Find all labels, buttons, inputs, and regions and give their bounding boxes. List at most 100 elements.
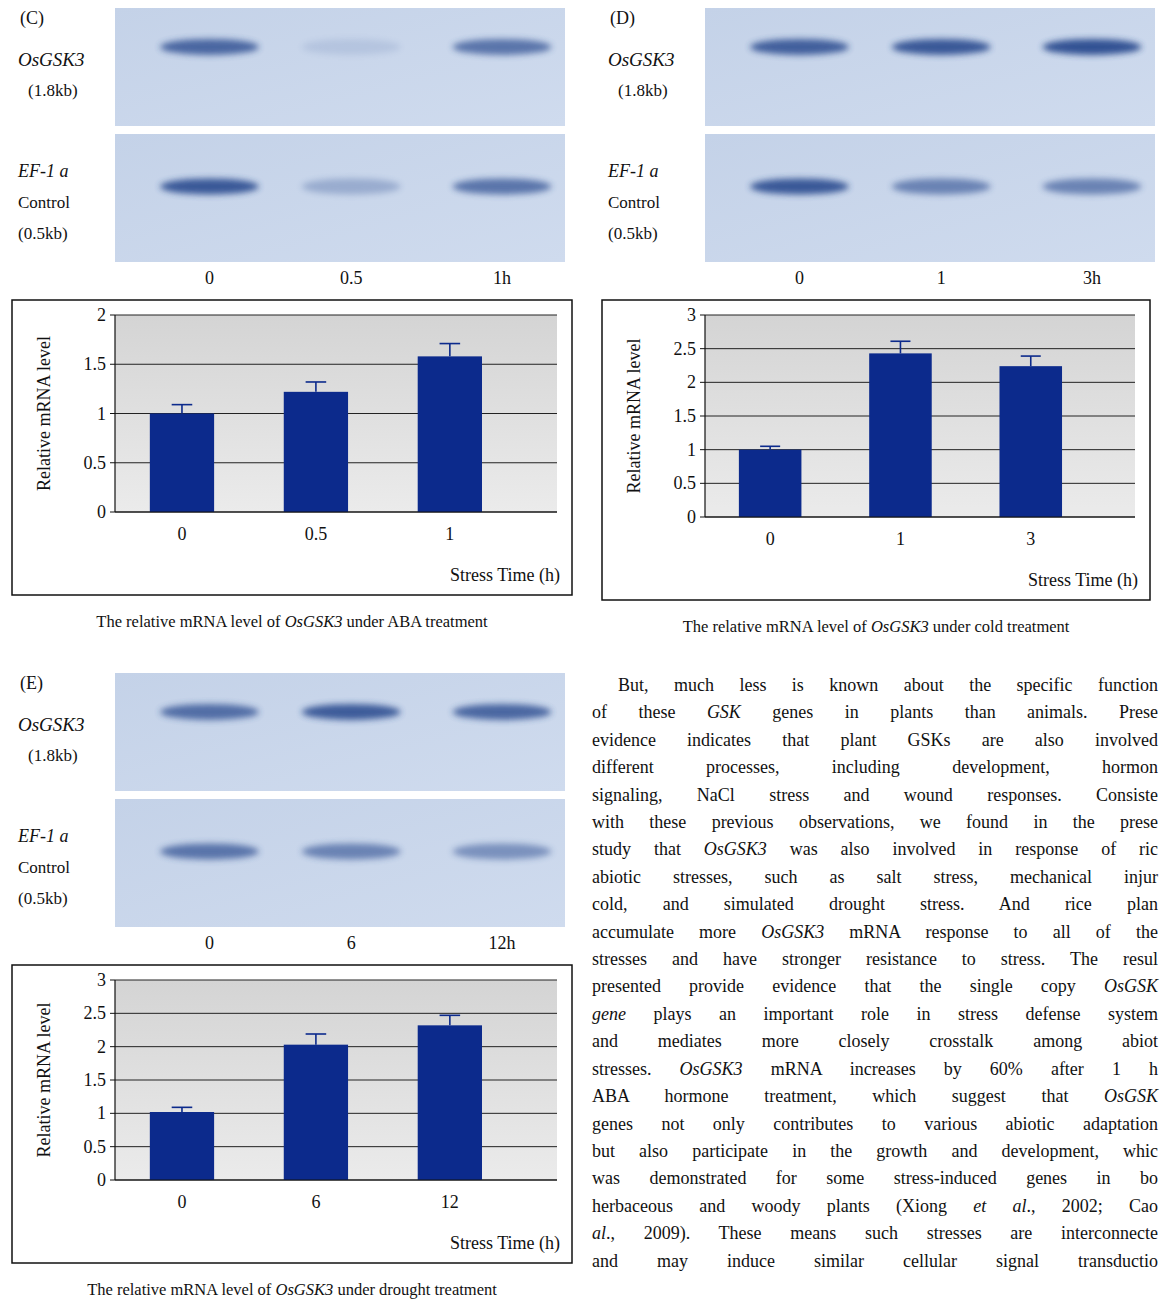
text-run: OsGSK3 — [680, 1059, 743, 1079]
tick-label: 1.5 — [84, 1070, 107, 1090]
tick-mark — [110, 1180, 115, 1181]
tick-mark — [700, 449, 705, 450]
tick-mark — [110, 512, 115, 513]
gene-label: OsGSK3 — [608, 49, 675, 70]
grid-line — [705, 348, 1135, 349]
tick-label: 2.5 — [674, 339, 697, 359]
error-cap — [890, 340, 910, 342]
text-run: stresses and have stronger resistance to… — [592, 949, 1158, 969]
text-run: plays an important role in stress defens… — [626, 1004, 1158, 1024]
text-run: OsGSK3 — [704, 839, 767, 859]
caption-part: The relative mRNA level of — [683, 617, 871, 636]
text-run: but also participate in the growth and d… — [592, 1141, 1158, 1161]
bars — [739, 341, 1062, 517]
gel-band — [453, 178, 552, 194]
text-line: But, much less is known about the specif… — [592, 672, 1158, 699]
gel-image — [115, 799, 565, 927]
text-run: herbaceous and woody plants (Xiong — [592, 1196, 973, 1216]
plot-area — [115, 980, 557, 1180]
category-label: 6 — [311, 1192, 320, 1212]
text-run: OsGSK — [1104, 976, 1158, 996]
text-line: different processes, including developme… — [592, 754, 1158, 781]
tick-label: 0 — [97, 502, 106, 522]
text-line: and may induce similar cellular signal t… — [592, 1248, 1158, 1275]
gel-band — [1043, 178, 1142, 194]
error-cap — [172, 404, 193, 406]
error-stem — [449, 1015, 451, 1025]
text-run: gene — [592, 1004, 626, 1024]
bars — [150, 1015, 482, 1180]
size-label: (0.5kb) — [18, 224, 68, 243]
gel-band — [892, 39, 991, 55]
text-line: and mediates more closely crosstalk amon… — [592, 1028, 1158, 1055]
gel-band — [160, 704, 259, 720]
lane-label: 0 — [795, 268, 804, 288]
text-line: stresses and have stronger resistance to… — [592, 946, 1158, 973]
error-stem — [1030, 356, 1032, 366]
chart-frame — [12, 965, 572, 1263]
text-run: presented provide evidence that the sing… — [592, 976, 1104, 996]
tick-label: 1 — [97, 1103, 106, 1123]
text-run: mRNA response to all of the — [824, 922, 1158, 942]
caption: The relative mRNA level of OsGSK3 under … — [96, 612, 488, 631]
category-label: 0.5 — [305, 524, 328, 544]
y-axis — [704, 315, 705, 517]
lane-label: 1 — [937, 268, 946, 288]
chart-frame — [12, 300, 572, 595]
panel-letter: (D) — [610, 8, 635, 29]
x-axis-title: Stress Time (h) — [450, 1233, 560, 1254]
control-label: Control — [18, 858, 70, 877]
x-axis-title: Stress Time (h) — [450, 565, 560, 586]
error-stem — [181, 405, 183, 414]
error-stem — [449, 344, 451, 357]
text-run: OsGSK — [1104, 1086, 1158, 1106]
text-run: genes not only contributes to various ab… — [592, 1114, 1158, 1134]
bar — [739, 450, 802, 517]
tick-label: 2 — [687, 372, 696, 392]
category-label: 0 — [766, 529, 775, 549]
lane-label: 12h — [489, 933, 516, 953]
text-run: evidence indicates that plant GSKs are a… — [592, 730, 1158, 750]
error-bar — [172, 1107, 193, 1112]
tick-mark — [110, 413, 115, 414]
gel-image — [115, 673, 565, 791]
tick-mark — [110, 1113, 115, 1114]
gel-band — [453, 843, 552, 859]
gel-band — [302, 843, 401, 859]
text-line: but also participate in the growth and d… — [592, 1138, 1158, 1165]
gel-band — [1043, 39, 1142, 55]
text-line: stresses. OsGSK3 mRNA increases by 60% a… — [592, 1056, 1158, 1083]
category-label: 0 — [177, 1192, 186, 1212]
bar — [869, 353, 932, 517]
text-run: cold, and simulated drought stress. And … — [592, 894, 1158, 914]
plot-area — [115, 315, 557, 512]
gel-image — [115, 8, 565, 126]
lane-label: 0.5 — [340, 268, 363, 288]
x-axis — [705, 516, 1135, 517]
text-run: and mediates more closely crosstalk amon… — [592, 1031, 1158, 1051]
error-stem — [315, 382, 317, 392]
gel-band — [750, 178, 849, 194]
error-cap — [306, 381, 327, 383]
caption-part: The relative mRNA level of — [87, 1280, 275, 1299]
text-line: was demonstrated for some stress-induced… — [592, 1165, 1158, 1192]
error-cap — [440, 1015, 461, 1017]
caption-part: under ABA treatment — [342, 612, 488, 631]
text-run: et al — [973, 1196, 1026, 1216]
text-line: presented provide evidence that the sing… — [592, 973, 1158, 1000]
gel-image — [705, 134, 1155, 262]
control-label: Control — [18, 193, 70, 212]
text-run: study that — [592, 839, 704, 859]
text-line: signaling, NaCl stress and wound respons… — [592, 782, 1158, 809]
bars — [150, 344, 482, 512]
size-label: (1.8kb) — [28, 81, 78, 100]
text-line: herbaceous and woody plants (Xiong et al… — [592, 1193, 1158, 1220]
category-label: 1 — [896, 529, 905, 549]
text-line: accumulate more OsGSK3 mRNA response to … — [592, 919, 1158, 946]
tick-label: 2 — [97, 1037, 106, 1057]
size-label: (1.8kb) — [618, 81, 668, 100]
y-axis — [114, 315, 115, 512]
lane-label: 6 — [347, 933, 356, 953]
text-run: with these previous observations, we fou… — [592, 812, 1158, 832]
tick-mark — [700, 416, 705, 417]
